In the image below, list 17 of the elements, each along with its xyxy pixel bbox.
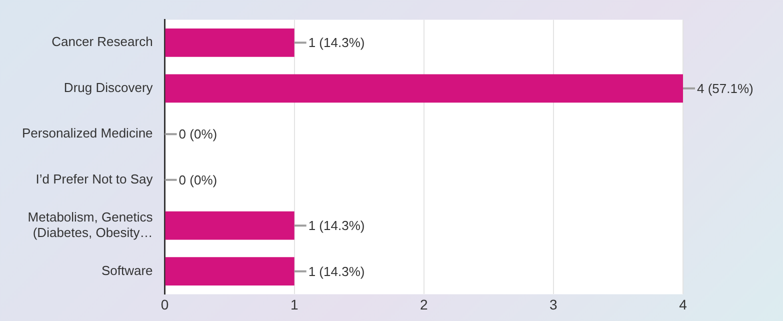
data-label: 1 (14.3%)	[308, 264, 365, 279]
x-tick-label: 2	[420, 296, 428, 312]
data-label: 0 (0%)	[178, 126, 218, 142]
x-tick-label: 3	[550, 296, 558, 312]
data-label: 1 (14.3%)	[308, 35, 365, 50]
x-tick-label: 0	[160, 296, 169, 312]
x-tick-label: 4	[679, 296, 688, 312]
y-tick-label: I’d Prefer Not to Say	[36, 171, 154, 186]
y-tick-label: Software	[101, 262, 153, 278]
y-tick-label: Metabolism, Genetics (Diabetes, Obesity…	[28, 209, 154, 240]
data-label: 0 (0%)	[178, 172, 218, 188]
x-tick-label: 1	[290, 296, 298, 312]
y-tick-label: Personalized Medicine	[22, 126, 153, 141]
data-label: 4 (57.1%)	[697, 80, 754, 96]
data-label: 1 (14.3%)	[308, 218, 365, 234]
y-tick-label: Drug Discovery	[64, 80, 154, 95]
y-tick-label: Cancer Research	[52, 34, 153, 50]
